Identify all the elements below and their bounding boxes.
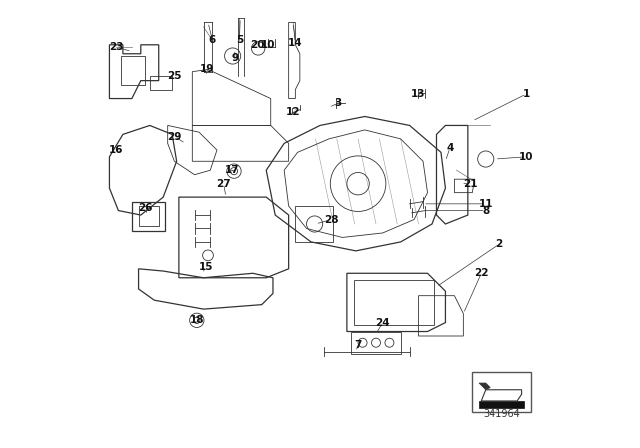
Text: 15: 15 [198,262,213,271]
Text: 6: 6 [209,35,216,45]
Text: 11: 11 [479,199,493,209]
Text: 25: 25 [167,71,182,81]
Text: 7: 7 [355,340,362,350]
Text: 24: 24 [376,318,390,327]
Text: 18: 18 [189,315,204,325]
Text: 4: 4 [446,143,454,153]
Polygon shape [479,401,524,408]
Text: 27: 27 [216,179,231,189]
Text: 3: 3 [334,98,342,108]
Text: 12: 12 [286,107,300,117]
Text: 8: 8 [482,206,490,215]
Text: 341964: 341964 [483,409,520,419]
Text: 17: 17 [225,165,239,175]
Bar [121,56,145,85]
Text: 2: 2 [495,239,503,249]
Text: 10: 10 [261,40,276,50]
Text: 21: 21 [463,179,477,189]
Polygon shape [481,390,522,401]
Text: 22: 22 [474,268,488,278]
Text: 9: 9 [231,53,239,63]
Text: 29: 29 [167,132,182,142]
Text: 28: 28 [324,215,339,224]
Bar [353,280,434,325]
Text: 5: 5 [236,35,243,45]
Bar [139,206,159,226]
Polygon shape [479,383,490,390]
Text: 19: 19 [200,65,214,74]
Text: 14: 14 [288,38,303,47]
Bar [132,202,166,231]
Text: 13: 13 [412,89,426,99]
Text: 23: 23 [109,42,124,52]
Bar [472,372,531,412]
Text: 16: 16 [109,145,124,155]
Text: 1: 1 [522,89,530,99]
Text: 20: 20 [250,40,264,50]
Text: 26: 26 [138,203,152,213]
Text: 10: 10 [519,152,533,162]
